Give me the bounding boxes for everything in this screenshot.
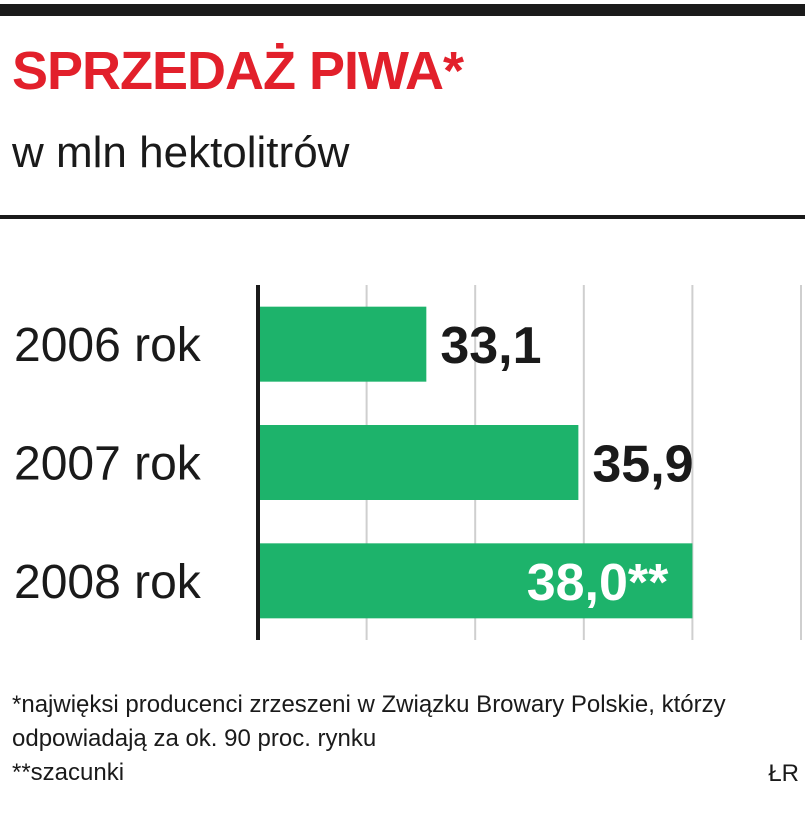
footnote: **szacunki [12, 759, 125, 786]
divider [0, 215, 805, 219]
chart-title: SPRZEDAŻ PIWA* [12, 41, 464, 101]
bar [258, 425, 579, 500]
footnotes: *najwięksi producenci zrzeszeni w Związk… [12, 688, 732, 790]
bar [258, 543, 693, 619]
category-label: 2007 rok [14, 438, 202, 491]
value-label: 33,1 [440, 317, 541, 375]
footnote: *najwięksi producenci zrzeszeni w Związk… [12, 691, 726, 752]
value-label: 38,0** [527, 554, 669, 612]
source: ŁR [768, 760, 799, 787]
value-label: 35,9 [592, 436, 693, 494]
top-rule [0, 4, 805, 16]
category-label: 2008 rok [14, 556, 202, 609]
chart-subtitle: w mln hektolitrów [12, 128, 350, 177]
bar [258, 306, 427, 382]
category-label: 2006 rok [14, 319, 202, 372]
